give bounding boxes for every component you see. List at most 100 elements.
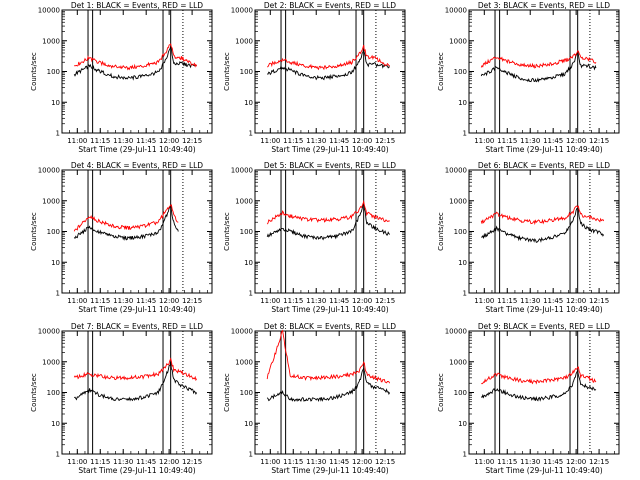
y-tick-label: 10000 [38, 167, 60, 175]
y-axis-label: Counts/sec [30, 52, 38, 91]
y-tick-label: 10 [458, 259, 467, 267]
x-axis-label: Start Time (29-Jul-11 10:49:40) [485, 305, 602, 314]
events-series-line [480, 51, 597, 83]
events-series-line [73, 44, 198, 81]
x-tick-label: 12:00 [566, 458, 586, 466]
panel-title: Det 5: BLACK = Events, RED = LLD [264, 161, 396, 170]
panel-title: Det 6: BLACK = Events, RED = LLD [478, 161, 610, 170]
x-tick-label: 11:00 [67, 458, 87, 466]
y-axis-label: Counts/sec [223, 52, 231, 91]
x-tick-label: 12:00 [352, 137, 372, 145]
y-tick-label: 1 [249, 451, 253, 459]
y-tick-label: 1000 [42, 197, 60, 205]
panel-det-3: Det 3: BLACK = Events, RED = LLD 1 10 100 10… [437, 1, 620, 154]
lld-series-line [266, 329, 391, 384]
y-tick-label: 10000 [445, 328, 467, 336]
y-tick-label: 10000 [231, 167, 253, 175]
y-tick-label: 10 [51, 420, 60, 428]
events-series-line [480, 368, 597, 402]
panel-det-9: Det 9: BLACK = Events, RED = LLD 1 10 100 10… [437, 322, 620, 475]
plot-frame [254, 330, 406, 455]
panel-title: Det 4: BLACK = Events, RED = LLD [71, 161, 203, 170]
y-tick-label: 10000 [445, 7, 467, 15]
y-axis-label: Counts/sec [437, 212, 445, 251]
x-axis-label: Start Time (29-Jul-11 10:49:40) [78, 305, 195, 314]
x-tick-label: 11:45 [329, 297, 349, 305]
panel-det-8: Det 8: BLACK = Events, RED = LLD 1 10 100 10… [223, 322, 406, 475]
x-tick-label: 12:15 [182, 297, 202, 305]
y-tick-label: 100 [454, 68, 467, 76]
y-tick-label: 10000 [231, 328, 253, 336]
y-tick-label: 10 [244, 259, 253, 267]
y-tick-label: 100 [47, 389, 60, 397]
panel-det-6: Det 6: BLACK = Events, RED = LLD 1 10 100 10… [437, 161, 620, 314]
x-tick-label: 12:00 [159, 297, 179, 305]
x-tick-label: 11:00 [260, 137, 280, 145]
x-tick-label: 11:15 [90, 137, 110, 145]
panel-det-1: Det 1: BLACK = Events, RED = LLD 1 10 100 10… [30, 1, 213, 154]
x-tick-label: 11:00 [260, 297, 280, 305]
x-tick-label: 12:00 [566, 137, 586, 145]
y-axis-label: Counts/sec [437, 52, 445, 91]
x-tick-label: 11:45 [329, 137, 349, 145]
x-axis-label: Start Time (29-Jul-11 10:49:40) [78, 145, 195, 154]
y-tick-label: 1 [56, 130, 60, 138]
y-tick-label: 1000 [449, 358, 467, 366]
panel-det-2: Det 2: BLACK = Events, RED = LLD 1 10 100 10… [223, 1, 406, 154]
x-tick-label: 11:15 [497, 297, 517, 305]
x-tick-label: 11:30 [520, 458, 540, 466]
y-axis-label: Counts/sec [437, 373, 445, 412]
x-tick-label: 11:45 [136, 137, 156, 145]
plot-frame [254, 9, 406, 134]
y-tick-label: 100 [454, 228, 467, 236]
y-tick-label: 10 [51, 99, 60, 107]
x-tick-label: 12:15 [589, 458, 609, 466]
x-tick-label: 12:00 [352, 458, 372, 466]
events-series-line [266, 203, 391, 241]
y-tick-label: 10000 [38, 328, 60, 336]
y-tick-label: 10000 [445, 167, 467, 175]
x-tick-label: 11:00 [260, 458, 280, 466]
x-tick-label: 11:30 [113, 458, 133, 466]
x-tick-label: 12:15 [182, 458, 202, 466]
x-tick-label: 11:15 [90, 458, 110, 466]
x-tick-label: 12:15 [375, 137, 395, 145]
y-tick-label: 1000 [449, 197, 467, 205]
panel-title: Det 3: BLACK = Events, RED = LLD [478, 1, 610, 10]
x-tick-label: 11:15 [497, 137, 517, 145]
y-tick-label: 1 [249, 130, 253, 138]
y-axis-label: Counts/sec [223, 212, 231, 251]
x-tick-label: 11:15 [497, 458, 517, 466]
panel-title: Det 2: BLACK = Events, RED = LLD [264, 1, 396, 10]
y-tick-label: 100 [240, 68, 253, 76]
lld-series-line [480, 205, 605, 226]
y-tick-label: 1000 [449, 37, 467, 45]
x-tick-label: 11:30 [520, 297, 540, 305]
events-series-line [267, 48, 390, 81]
x-tick-label: 12:15 [375, 458, 395, 466]
lld-series-line [481, 366, 597, 385]
y-tick-label: 1000 [42, 358, 60, 366]
x-tick-label: 11:15 [283, 137, 303, 145]
x-tick-label: 11:30 [113, 137, 133, 145]
x-axis-label: Start Time (29-Jul-11 10:49:40) [271, 305, 388, 314]
y-tick-label: 10000 [231, 7, 253, 15]
x-tick-label: 11:00 [474, 458, 494, 466]
x-tick-label: 11:45 [329, 458, 349, 466]
panel-det-4: Det 4: BLACK = Events, RED = LLD 1 10 100 10… [30, 161, 213, 314]
x-tick-label: 12:00 [352, 297, 372, 305]
x-tick-label: 11:15 [283, 458, 303, 466]
y-tick-label: 1 [56, 451, 60, 459]
y-tick-label: 1 [463, 451, 467, 459]
x-tick-label: 12:00 [159, 137, 179, 145]
y-tick-label: 100 [47, 228, 60, 236]
y-tick-label: 1 [463, 130, 467, 138]
x-tick-label: 11:15 [283, 297, 303, 305]
x-tick-label: 11:45 [136, 458, 156, 466]
x-tick-label: 11:00 [474, 297, 494, 305]
y-tick-label: 1 [463, 290, 467, 298]
y-tick-label: 10 [458, 420, 467, 428]
y-axis-label: Counts/sec [30, 373, 38, 412]
plot-frame [61, 169, 213, 294]
